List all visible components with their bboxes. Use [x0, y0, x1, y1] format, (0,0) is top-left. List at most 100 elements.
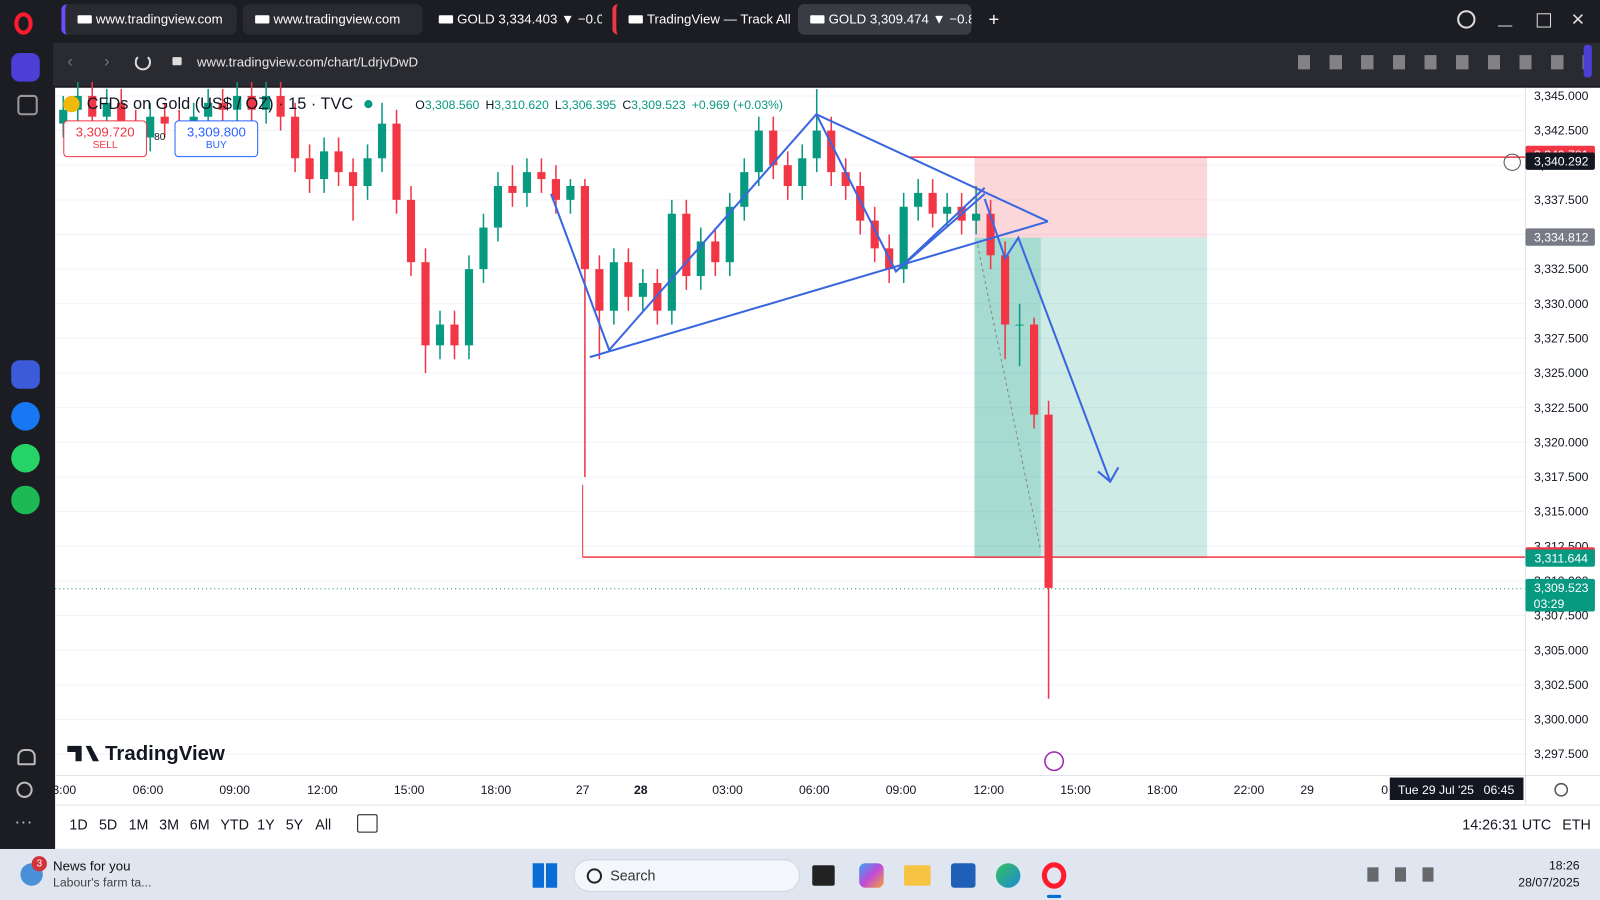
time-tick-label: 12:00 [973, 783, 1004, 797]
price-tick-label: 3,330.000 [1534, 297, 1589, 311]
time-tick-label: 22:00 [1234, 783, 1265, 797]
candle-body [262, 95, 271, 110]
candle-body [363, 158, 372, 186]
explorer-icon[interactable] [904, 865, 931, 886]
buy-button[interactable]: 3,309.800 BUY [174, 120, 259, 158]
clock[interactable]: 14:26:31 UTC [1462, 816, 1552, 833]
candle-body [943, 206, 952, 214]
price-tick-label: 3,322.500 [1534, 401, 1589, 415]
tab[interactable]: GOLD 3,309.474 ▼ −0.8% [797, 4, 972, 35]
ohlc-legend: O3,308.560 H3,310.620 L3,306.395 C3,309.523… [415, 98, 783, 112]
minimize-button[interactable] [1497, 25, 1513, 27]
reload-button[interactable] [134, 54, 152, 71]
tray-date[interactable]: 28/07/2025 [1518, 875, 1580, 890]
range-button[interactable]: 5D [98, 816, 118, 833]
tab[interactable]: TradingView — Track All M [612, 4, 792, 35]
range-button[interactable]: 6M [189, 816, 210, 833]
symbol-icon [63, 95, 80, 113]
range-button[interactable]: All [315, 816, 332, 833]
add-alert-icon[interactable] [1503, 153, 1521, 171]
task-view[interactable] [812, 865, 835, 886]
tray-time[interactable]: 18:26 [1548, 858, 1580, 873]
favorites-icon[interactable] [17, 748, 36, 766]
countdown: 03:29 [1534, 597, 1565, 611]
search-tabs-icon[interactable] [1457, 10, 1476, 29]
start-button[interactable] [532, 863, 558, 888]
price-tick-label: 3,305.000 [1534, 643, 1589, 657]
price-tag [1525, 228, 1595, 246]
date-range-icon[interactable] [357, 814, 378, 833]
candle-body [59, 109, 68, 124]
range-button[interactable]: 3M [159, 816, 180, 833]
candle-body [146, 116, 155, 138]
store-icon[interactable] [951, 863, 976, 888]
search-box[interactable]: Search [573, 859, 800, 892]
risk-zone [974, 157, 1208, 238]
spotify-icon[interactable] [11, 485, 40, 515]
tab[interactable]: www.tradingview.com [242, 4, 423, 35]
range-button[interactable]: 1D [69, 816, 88, 833]
time-tick-label: 09:00 [886, 783, 917, 797]
range-button[interactable]: 1Y [257, 816, 275, 833]
sell-button[interactable]: 3,309.720 SELL [63, 120, 147, 158]
close-button[interactable]: × [1571, 6, 1585, 32]
tray-icons[interactable] [1367, 867, 1460, 882]
range-button[interactable]: 5Y [285, 816, 304, 833]
events-icon[interactable] [1044, 751, 1065, 772]
time-tick-label: 18:00 [481, 783, 512, 797]
home-icon[interactable] [11, 53, 40, 82]
bookmarks-icon[interactable] [17, 94, 38, 116]
opera-taskbar-icon[interactable] [1041, 862, 1067, 889]
candle-body [972, 213, 981, 221]
whatsapp-icon[interactable] [11, 443, 40, 473]
candle-body [827, 130, 836, 173]
sidebar-toggle[interactable] [1583, 44, 1592, 78]
inner-line [895, 193, 986, 273]
market-status [364, 99, 373, 109]
crosshair-date: Tue 29 Jul '25 [1398, 783, 1474, 797]
price-tag [1525, 152, 1595, 170]
candle-body [928, 192, 937, 214]
time-tick-label: 28 [634, 783, 648, 797]
symbol-title[interactable]: CFDs on Gold (US$ / OZ) · 15 · TVC [86, 95, 354, 114]
copilot-icon[interactable] [859, 863, 884, 888]
tab[interactable]: GOLD 3,334.403 ▼ −0.05% [427, 4, 602, 35]
candle-body [450, 324, 459, 346]
price-tag-label: 3,340.292 [1534, 155, 1589, 169]
candle-body [696, 241, 705, 277]
toolbar-icons[interactable] [1297, 55, 1584, 70]
tab[interactable]: www.tradingview.com [61, 4, 237, 35]
more-icon[interactable]: ··· [14, 811, 33, 832]
back-button[interactable]: ‹ [67, 53, 73, 71]
candle-body [769, 130, 778, 166]
settings-icon[interactable] [1554, 782, 1569, 797]
new-tab-button[interactable]: + [988, 9, 1000, 30]
ohlc-key: O [415, 97, 425, 113]
news-text[interactable]: Labour's farm ta... [53, 875, 152, 890]
candle-body [233, 95, 242, 110]
range-button[interactable]: 1M [128, 816, 149, 833]
buy-price: 3,309.800 [186, 124, 246, 140]
ohlc-value: 3,308.560 [424, 97, 480, 113]
app-icon[interactable] [11, 360, 40, 389]
forward-button[interactable]: › [104, 53, 110, 71]
ohlc-value: 3,310.620 [494, 97, 549, 113]
messenger-icon[interactable] [11, 402, 40, 431]
candle-body [899, 206, 908, 270]
candle-body [291, 116, 300, 159]
range-button[interactable]: YTD [220, 816, 249, 833]
maximize-button[interactable] [1536, 13, 1552, 28]
candle-body [566, 185, 575, 200]
session[interactable]: ETH [1562, 816, 1591, 833]
sell-price: 3,309.720 [75, 124, 135, 140]
opera-logo[interactable] [14, 12, 33, 35]
news-title[interactable]: News for you [53, 858, 131, 874]
candle-body [624, 262, 633, 297]
edge-icon[interactable] [995, 863, 1021, 888]
history-icon[interactable] [16, 781, 33, 798]
search-icon [586, 868, 603, 884]
url[interactable]: www.tradingview.com/chart/LdrjvDwD [196, 54, 419, 70]
candle-body [348, 172, 358, 186]
time-tick-label: 06:00 [799, 783, 830, 797]
candle-body [580, 185, 589, 270]
